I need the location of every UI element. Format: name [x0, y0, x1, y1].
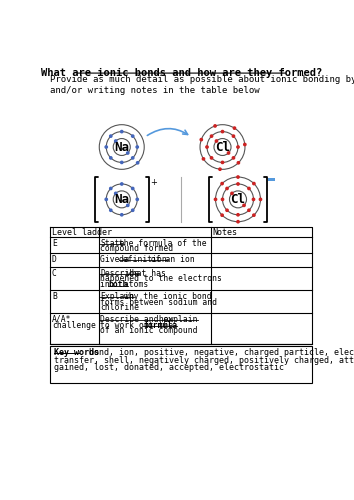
- Circle shape: [237, 220, 239, 223]
- Text: Explain: Explain: [100, 292, 134, 301]
- Circle shape: [136, 198, 138, 200]
- Circle shape: [221, 130, 224, 133]
- Circle shape: [105, 198, 107, 200]
- Circle shape: [227, 152, 230, 154]
- Text: C: C: [52, 268, 57, 278]
- Circle shape: [132, 209, 134, 212]
- Circle shape: [244, 144, 246, 146]
- Text: forms between sodium and: forms between sodium and: [100, 298, 217, 306]
- Text: transfer, shell, negatively charged, positively charged, attraction,: transfer, shell, negatively charged, pos…: [53, 356, 354, 364]
- Circle shape: [127, 204, 129, 206]
- Text: Describe and explain: Describe and explain: [100, 315, 198, 324]
- Circle shape: [105, 146, 107, 148]
- Circle shape: [137, 162, 139, 164]
- Circle shape: [121, 130, 123, 133]
- Circle shape: [215, 198, 217, 200]
- Text: Cl: Cl: [230, 193, 246, 206]
- Circle shape: [219, 168, 221, 170]
- Text: definition: definition: [119, 255, 168, 264]
- Text: E: E: [52, 238, 57, 248]
- Circle shape: [237, 214, 239, 216]
- Text: of an ionic compound: of an ionic compound: [100, 326, 198, 336]
- Text: challenge: challenge: [52, 320, 96, 330]
- Text: formula: formula: [143, 320, 177, 330]
- Text: Describe: Describe: [100, 268, 139, 278]
- Text: Provide as much detail as possible about ionic bonding by adding labels
and/or w: Provide as much detail as possible about…: [51, 76, 354, 95]
- Circle shape: [210, 156, 213, 159]
- Circle shape: [253, 214, 255, 216]
- Text: +: +: [150, 178, 157, 187]
- Circle shape: [221, 162, 224, 164]
- Text: to work out the: to work out the: [100, 320, 178, 330]
- Circle shape: [136, 146, 138, 148]
- Text: Level ladder: Level ladder: [52, 228, 112, 237]
- Text: what has: what has: [122, 268, 166, 278]
- Circle shape: [202, 158, 205, 160]
- Text: Na: Na: [114, 140, 129, 153]
- Circle shape: [206, 146, 208, 148]
- Text: of an ion: of an ion: [146, 255, 195, 264]
- Circle shape: [253, 182, 255, 184]
- Text: Na: Na: [114, 193, 129, 206]
- Text: in: in: [100, 280, 115, 289]
- Text: State: State: [100, 238, 124, 248]
- Circle shape: [252, 198, 255, 200]
- FancyArrowPatch shape: [147, 128, 188, 136]
- Circle shape: [132, 156, 134, 159]
- Circle shape: [248, 209, 250, 212]
- FancyBboxPatch shape: [51, 346, 312, 383]
- Text: atoms: atoms: [119, 280, 148, 289]
- Circle shape: [226, 209, 228, 212]
- Circle shape: [121, 183, 123, 185]
- Circle shape: [214, 125, 216, 127]
- Circle shape: [132, 188, 134, 190]
- Circle shape: [121, 214, 123, 216]
- Text: why the ionic bond: why the ionic bond: [119, 292, 212, 301]
- Text: compound formed: compound formed: [100, 244, 173, 254]
- Circle shape: [243, 204, 245, 206]
- Text: gained, lost, donated, accepted, electrostatic: gained, lost, donated, accepted, electro…: [53, 364, 284, 372]
- Circle shape: [221, 182, 223, 184]
- Circle shape: [248, 188, 250, 190]
- Circle shape: [231, 192, 233, 194]
- Text: how: how: [154, 315, 173, 324]
- Circle shape: [232, 156, 235, 159]
- Text: chlorine: chlorine: [100, 304, 139, 312]
- FancyBboxPatch shape: [268, 178, 275, 181]
- Circle shape: [232, 135, 235, 138]
- Circle shape: [237, 176, 239, 178]
- Text: the formula of the: the formula of the: [114, 238, 206, 248]
- Text: : bond, ion, positive, negative, charged particle, electron,: : bond, ion, positive, negative, charged…: [79, 348, 354, 357]
- Text: Notes: Notes: [212, 228, 238, 237]
- Circle shape: [110, 209, 112, 212]
- Circle shape: [127, 152, 129, 154]
- Circle shape: [237, 162, 240, 164]
- Circle shape: [233, 127, 236, 130]
- Circle shape: [215, 140, 218, 142]
- Circle shape: [115, 192, 117, 194]
- Text: D: D: [52, 255, 57, 264]
- Circle shape: [110, 188, 112, 190]
- Text: happened to the electrons: happened to the electrons: [100, 274, 222, 283]
- Text: Key words: Key words: [53, 348, 98, 357]
- Circle shape: [226, 188, 228, 190]
- Circle shape: [121, 162, 123, 164]
- Text: Give a: Give a: [100, 255, 134, 264]
- Text: B: B: [52, 292, 57, 301]
- Text: Cl: Cl: [215, 140, 230, 153]
- Circle shape: [221, 214, 223, 216]
- Circle shape: [110, 156, 112, 159]
- Circle shape: [115, 140, 117, 142]
- Circle shape: [221, 198, 224, 200]
- Circle shape: [110, 135, 112, 138]
- Circle shape: [237, 183, 239, 185]
- Circle shape: [259, 198, 262, 200]
- Text: A/A*: A/A*: [52, 315, 72, 324]
- Circle shape: [132, 135, 134, 138]
- Circle shape: [210, 135, 213, 138]
- Circle shape: [200, 138, 202, 141]
- Text: What are ionic bonds and how are they formed?: What are ionic bonds and how are they fo…: [41, 68, 322, 78]
- Circle shape: [237, 146, 239, 148]
- Text: both: both: [108, 280, 128, 289]
